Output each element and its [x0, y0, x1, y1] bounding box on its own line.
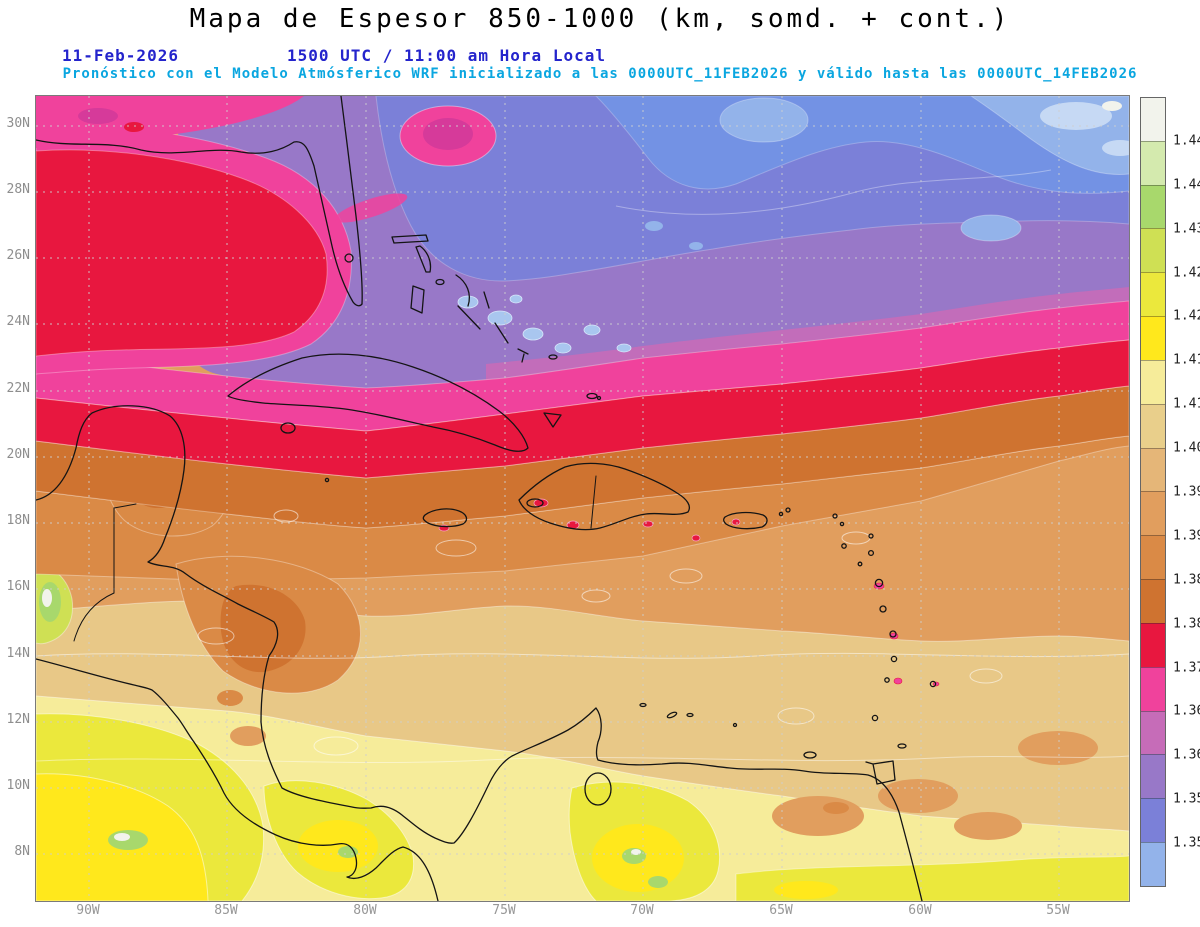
jamaica-coastline	[422, 508, 468, 528]
colorbar-label: 1.416	[1173, 352, 1200, 368]
lake-maracaibo	[584, 772, 612, 806]
florida-east-coast	[340, 96, 363, 305]
lat-tick-label: 24N	[6, 314, 30, 329]
isla-juventud	[280, 422, 296, 434]
colorbar-label: 1.368	[1173, 703, 1200, 719]
lat-tick-label: 18N	[6, 513, 30, 528]
lon-tick-label: 90W	[76, 903, 100, 918]
colorbar-segment	[1141, 666, 1165, 711]
colorbar-segment	[1141, 403, 1165, 448]
colorbar-segment	[1141, 798, 1165, 843]
colorbar-label: 1.446	[1173, 133, 1200, 149]
mauve-strip	[486, 287, 1129, 380]
latitude-gridlines	[36, 125, 1129, 855]
lon-tick-label: 85W	[214, 903, 238, 918]
forecast-time: 1500 UTC / 11:00 am Hora Local	[287, 46, 606, 65]
colorbar-segment	[1141, 579, 1165, 623]
country-borders	[73, 475, 597, 642]
colorbar-label: 1.428	[1173, 265, 1200, 281]
gulf-coast-florida-west	[36, 139, 363, 307]
model-run-info: Pronóstico con el Modelo Atmósferico WRF…	[62, 66, 1138, 82]
colorbar-label: 1.38	[1173, 616, 1200, 632]
small-contour-speckles	[438, 294, 940, 687]
gulf-red-region	[36, 149, 328, 357]
lat-tick-label: 10N	[6, 778, 30, 793]
colorbar-label: 1.392	[1173, 528, 1200, 544]
gridlines	[36, 96, 1129, 901]
colorbar-label: 1.41	[1173, 396, 1200, 412]
lon-tick-label: 75W	[492, 903, 516, 918]
colorbar-segment	[1141, 710, 1165, 755]
lat-tick-label: 14N	[6, 646, 30, 661]
lat-tick-label: 28N	[6, 182, 30, 197]
longitude-axis: 90W 85W 80W 75W 70W 65W 60W 55W	[35, 903, 1128, 923]
red-contour-band	[36, 339, 1129, 479]
colorbar-labels: 1.446 1.44 1.434 1.428 1.422 1.416 1.41 …	[1173, 97, 1200, 887]
colorbar-segment	[1141, 272, 1165, 317]
colorbar-segment	[1141, 228, 1165, 273]
colorbar-segment	[1141, 447, 1165, 492]
colorbar-label: 1.404	[1173, 440, 1200, 456]
colorbar-segment	[1141, 316, 1165, 360]
lat-tick-label: 16N	[6, 579, 30, 594]
lake-okeechobee	[344, 253, 354, 263]
colorbar-segment	[1141, 359, 1165, 404]
lon-tick-label: 55W	[1046, 903, 1070, 918]
lesser-antilles-islands	[324, 477, 937, 785]
contour-fill-regions	[36, 96, 1129, 901]
contour-lines	[36, 169, 1129, 764]
longitude-gridlines	[88, 96, 1060, 901]
lat-tick-label: 22N	[6, 381, 30, 396]
colorbar-segment	[1141, 184, 1165, 229]
colorbar-label: 1.386	[1173, 572, 1200, 588]
colorbar-segment	[1141, 491, 1165, 536]
colorbar-segment	[1141, 842, 1165, 886]
lat-tick-label: 26N	[6, 248, 30, 263]
bahamas-islands	[391, 234, 602, 428]
colorbar-label: 1.362	[1173, 747, 1200, 763]
page-title: Mapa de Espesor 850-1000 (km, somd. + co…	[189, 4, 1011, 34]
puerto-rico-coastline	[722, 511, 768, 530]
mexico-yucatan-caribbean-coast	[36, 405, 923, 901]
thickness-colorbar	[1140, 97, 1166, 887]
colorbar-label: 1.434	[1173, 221, 1200, 237]
lon-tick-label: 65W	[769, 903, 793, 918]
map-canvas: Sisπ - ONAMET/REP.DOM.	[35, 95, 1130, 902]
lat-tick-label: 8N	[14, 844, 30, 859]
pacific-coast	[36, 658, 439, 901]
colorbar-segment	[1141, 535, 1165, 580]
colorbar-segment	[1141, 140, 1165, 185]
lon-tick-label: 60W	[908, 903, 932, 918]
colorbar-label: 1.356	[1173, 791, 1200, 807]
colorbar-label: 1.374	[1173, 660, 1200, 676]
lat-tick-label: 20N	[6, 447, 30, 462]
colorbar-label: 1.398	[1173, 484, 1200, 500]
colorbar-label: 1.422	[1173, 308, 1200, 324]
colorbar-segment	[1141, 754, 1165, 799]
lat-tick-label: 30N	[6, 116, 30, 131]
lon-tick-label: 70W	[630, 903, 654, 918]
hispaniola-coastline	[518, 462, 691, 531]
forecast-date: 11-Feb-2026	[62, 46, 179, 65]
colorbar-label: 1.35	[1173, 835, 1200, 851]
latitude-axis: 30N 28N 26N 24N 22N 20N 18N 16N 14N 12N …	[0, 95, 32, 900]
coastlines	[36, 96, 937, 901]
lon-tick-label: 80W	[353, 903, 377, 918]
caribbean-thickness-map	[36, 96, 1129, 901]
colorbar-segment	[1141, 98, 1165, 141]
colorbar-segment	[1141, 622, 1165, 667]
colorbar-label: 1.44	[1173, 177, 1200, 193]
cuba-coastline	[227, 353, 529, 452]
lat-tick-label: 12N	[6, 712, 30, 727]
gonave-island	[526, 498, 544, 508]
